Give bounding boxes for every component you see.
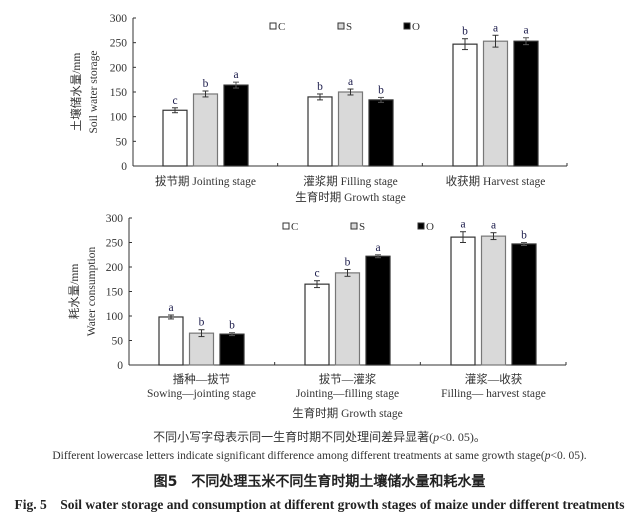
y-tick-label: 50 (112, 336, 124, 348)
bar-C (452, 43, 478, 167)
y-axis-label-en: Water consumption (86, 247, 98, 337)
y-axis-label-cn: 耗水量/mm (68, 264, 81, 320)
chart-water-consumption: 0 50 100 150 200 250 300 耗水量/mm Water consumptio… (68, 213, 567, 420)
x-category-label: 灌浆期 Filling stage (303, 174, 398, 188)
y-tick-label: 300 (106, 213, 124, 225)
x-axis-label: 生育时期 Growth stage (295, 190, 406, 204)
bar-O (365, 255, 391, 366)
bar-S (480, 235, 507, 366)
note-en-p: p (544, 450, 551, 462)
significance-letter: b (229, 320, 235, 332)
significance-letter: a (523, 25, 528, 37)
significance-letter: c (172, 95, 177, 107)
figure-title-english: Fig. 5 Soil water storage and consumptio… (14, 497, 625, 512)
y-tick-label: 150 (110, 87, 128, 99)
y-tick-label: 250 (110, 38, 128, 50)
significance-letter: a (348, 76, 353, 88)
bar-C (450, 236, 476, 366)
bar-O (513, 40, 539, 167)
y-tick-label: 0 (117, 360, 123, 372)
note-en-tail: <0. 05). (550, 450, 587, 462)
legend-label-C: C (278, 21, 285, 33)
significance-letter: a (168, 302, 173, 314)
bar-S (188, 332, 215, 366)
significance-letter: b (521, 230, 527, 242)
bar-C (307, 96, 333, 167)
significance-letter: b (462, 26, 468, 38)
bar-O (511, 243, 537, 366)
y-tick-label: 150 (106, 287, 124, 299)
note-cn-tail: <0. 05)。 (439, 430, 486, 444)
y-tick-label: 100 (110, 112, 128, 124)
significance-letter: b (199, 317, 205, 329)
bar-C (162, 109, 188, 167)
legend-swatch-S (337, 22, 345, 30)
x-category-label-en: Sowing—jointing stage (147, 388, 256, 400)
x-category-label-en: Filling— harvest stage (441, 388, 546, 400)
bar-S (334, 272, 361, 366)
legend-swatch-S (350, 222, 358, 230)
x-category-label: 灌浆—收获 (465, 372, 523, 386)
significance-letter: a (375, 242, 380, 254)
legend-label-O: O (412, 21, 420, 33)
figure-title-chinese: 图5 不同处理玉米不同生育时期土壤储水量和耗水量 (153, 474, 486, 490)
significance-letter: b (203, 78, 209, 90)
significance-letter: b (378, 84, 384, 96)
legend-label-O: O (426, 221, 434, 233)
legend-label-C: C (291, 221, 298, 233)
x-category-label: 收获期 Harvest stage (446, 174, 546, 188)
note-en-text: Different lowercase letters indicate sig… (52, 450, 545, 462)
significance-letter: a (491, 220, 496, 232)
note-english: Different lowercase letters indicate sig… (0, 450, 639, 462)
note-cn-p: p (433, 430, 440, 444)
x-category-label-en: Jointing—filling stage (296, 388, 399, 400)
significance-letter: a (233, 69, 238, 81)
bar-C (304, 283, 330, 366)
significance-letter: c (314, 268, 319, 280)
legend-label-S: S (346, 21, 352, 33)
legend-label-S: S (359, 221, 365, 233)
x-category-label: 拔节—灌浆 (319, 372, 377, 386)
y-axis-label-en: Soil water storage (88, 50, 100, 133)
bar-O (223, 84, 249, 167)
x-category-label: 播种—拔节 (173, 372, 231, 386)
y-tick-label: 50 (116, 136, 128, 148)
legend-swatch-O (403, 22, 411, 30)
bar-S (482, 40, 509, 167)
y-tick-label: 300 (110, 13, 128, 25)
y-tick-label: 100 (106, 311, 124, 323)
bar-O (219, 333, 245, 366)
y-tick-label: 250 (106, 238, 124, 250)
bar-S (192, 93, 219, 167)
note-chinese: 不同小写字母表示同一生育时期不同处理间差异显著(p<0. 05)。 (0, 428, 639, 445)
y-tick-label: 0 (121, 161, 127, 173)
bar-O (368, 99, 394, 167)
y-tick-label: 200 (110, 62, 128, 74)
y-tick-label: 200 (106, 262, 124, 274)
x-axis-label: 生育时期 Growth stage (292, 406, 403, 420)
legend-swatch-C (282, 222, 290, 230)
figure-charts: 0 50 100 150 200 250 300 土壤储水量/mm Soil water sto… (68, 13, 568, 420)
significance-letter: a (493, 22, 498, 34)
legend-swatch-O (417, 222, 425, 230)
bar-S (337, 91, 364, 167)
legend-swatch-C (269, 22, 277, 30)
significance-letter: a (460, 219, 465, 231)
x-category-label: 拔节期 Jointing stage (155, 174, 256, 188)
bar-C (158, 316, 184, 366)
significance-letter: b (317, 81, 323, 93)
y-axis-label-cn: 土壤储水量/mm (69, 53, 83, 132)
note-cn-text: 不同小写字母表示同一生育时期不同处理间差异显著( (153, 430, 434, 444)
chart-soil-water-storage: 0 50 100 150 200 250 300 土壤储水量/mm Soil water sto… (69, 13, 568, 204)
significance-letter: b (345, 256, 351, 268)
